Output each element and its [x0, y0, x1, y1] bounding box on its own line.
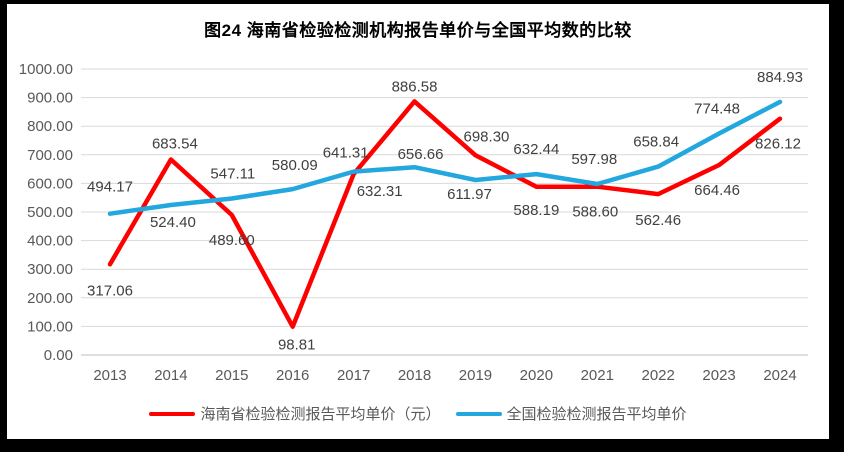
data-label-national-2024: 884.93 — [757, 69, 803, 86]
x-tick-label: 2014 — [154, 367, 187, 384]
data-label-hainan-2014: 683.54 — [152, 136, 198, 153]
legend-item-hainan[interactable]: 海南省检验检测报告平均单价（元） — [149, 405, 441, 423]
data-label-hainan-2015: 489.60 — [209, 232, 255, 249]
chart-canvas: 图24 海南省检验检测机构报告单价与全国平均数的比较 0.00 100.00 200… — [7, 4, 829, 439]
data-label-hainan-2017: 632.31 — [357, 183, 403, 200]
data-label-hainan-2022: 562.46 — [635, 212, 681, 229]
legend-line-blue-icon — [455, 411, 502, 417]
y-tick-label: 900.00 — [27, 90, 73, 107]
y-tick-label: 800.00 — [27, 118, 73, 135]
y-tick-label: 0.00 — [44, 347, 73, 364]
legend-label-hainan: 海南省检验检测报告平均单价（元） — [200, 405, 441, 423]
x-tick-label: 2024 — [763, 367, 796, 384]
data-label-national-2016: 580.09 — [272, 157, 318, 174]
x-tick-label: 2020 — [520, 367, 553, 384]
x-tick-label: 2013 — [93, 367, 126, 384]
series-line-national — [107, 99, 783, 216]
data-label-hainan-2016: 98.81 — [278, 337, 316, 354]
data-label-national-2022: 658.84 — [633, 134, 679, 151]
legend-line-red-icon — [149, 411, 196, 417]
y-tick-label: 700.00 — [27, 147, 73, 164]
x-tick-label: 2018 — [398, 367, 431, 384]
data-label-national-2019: 611.97 — [447, 186, 492, 203]
y-tick-label: 300.00 — [27, 261, 73, 278]
data-label-hainan-2021: 588.60 — [572, 204, 618, 221]
data-label-national-2021: 597.98 — [571, 151, 617, 168]
data-label-hainan-2013: 317.06 — [87, 282, 133, 299]
x-tick-label: 2021 — [581, 367, 614, 384]
y-tick-label: 1000.00 — [19, 61, 73, 78]
data-label-hainan-2023: 664.46 — [694, 182, 740, 199]
data-label-hainan-2019: 698.30 — [464, 128, 510, 145]
y-tick-label: 400.00 — [27, 233, 73, 250]
data-label-national-2014: 524.40 — [150, 214, 196, 231]
data-label-national-2015: 547.11 — [210, 166, 255, 183]
legend-label-national: 全国检验检测报告平均单价 — [506, 405, 687, 423]
legend-item-national[interactable]: 全国检验检测报告平均单价 — [455, 405, 687, 423]
series-line-hainan — [107, 99, 783, 329]
x-tick-label: 2022 — [641, 367, 674, 384]
chart-svg: 0.00 100.00 200.00 300.00 400.00 500.00 600.00… — [19, 61, 808, 384]
data-label-hainan-2018: 886.58 — [392, 78, 438, 95]
data-label-national-2013: 494.17 — [87, 179, 133, 196]
x-tick-label: 2023 — [702, 367, 735, 384]
x-tick-label: 2016 — [276, 367, 309, 384]
x-tick-label: 2019 — [459, 367, 492, 384]
y-tick-label: 100.00 — [27, 318, 73, 335]
legend: 海南省检验检测报告平均单价（元） 全国检验检测报告平均单价 — [7, 402, 829, 426]
x-tick-label: 2015 — [215, 367, 248, 384]
y-tick-label: 200.00 — [27, 290, 73, 307]
data-label-national-2018: 656.66 — [398, 146, 444, 163]
chart-title: 图24 海南省检验检测机构报告单价与全国平均数的比较 — [204, 21, 632, 40]
y-tick-label: 500.00 — [27, 204, 73, 221]
x-tick-label: 2017 — [337, 367, 370, 384]
data-label-national-2017: 641.31 — [323, 145, 369, 162]
data-label-national-2020: 632.44 — [513, 141, 559, 158]
data-label-hainan-2024: 826.12 — [755, 136, 801, 153]
data-label-national-2023: 774.48 — [694, 100, 740, 117]
data-label-hainan-2020: 588.19 — [513, 202, 559, 219]
y-tick-label: 600.00 — [27, 175, 73, 192]
